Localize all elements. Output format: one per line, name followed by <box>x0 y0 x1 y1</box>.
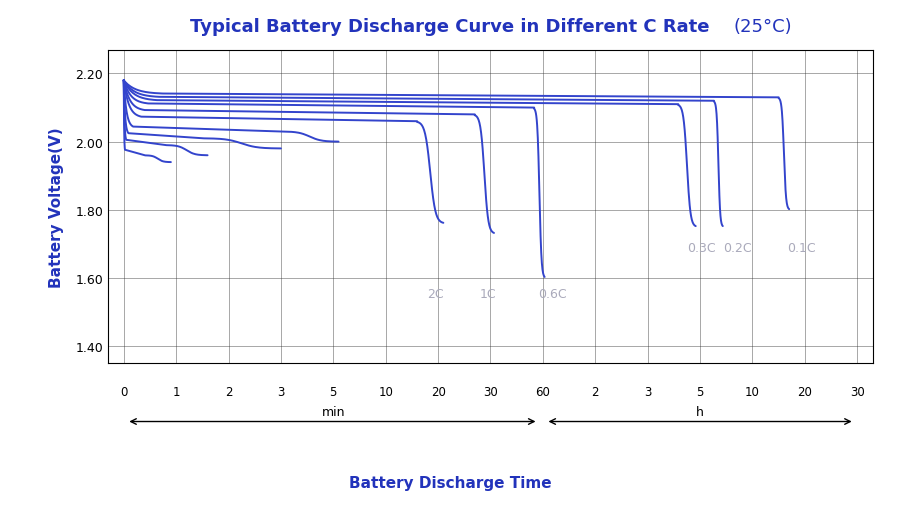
Text: 20: 20 <box>797 385 813 398</box>
Text: 2: 2 <box>591 385 599 398</box>
Text: Typical Battery Discharge Curve in Different C Rate: Typical Battery Discharge Curve in Diffe… <box>190 18 710 36</box>
Text: 30: 30 <box>850 385 865 398</box>
Text: 5: 5 <box>329 385 337 398</box>
Text: 0: 0 <box>120 385 128 398</box>
Text: 3: 3 <box>644 385 652 398</box>
Text: 2: 2 <box>225 385 232 398</box>
Text: 0.3C: 0.3C <box>687 241 716 255</box>
Text: h: h <box>697 405 704 418</box>
Text: 10: 10 <box>378 385 393 398</box>
Text: 0.6C: 0.6C <box>537 287 566 300</box>
Text: 10: 10 <box>745 385 760 398</box>
Text: 5: 5 <box>697 385 704 398</box>
Text: 0.1C: 0.1C <box>788 241 816 255</box>
Text: 60: 60 <box>536 385 550 398</box>
Text: 1: 1 <box>173 385 180 398</box>
Text: (25°C): (25°C) <box>734 18 792 36</box>
Text: Battery Discharge Time: Battery Discharge Time <box>348 475 552 490</box>
Text: 20: 20 <box>431 385 446 398</box>
Text: 1C: 1C <box>480 287 497 300</box>
Text: min: min <box>321 405 345 418</box>
Text: 2C: 2C <box>428 287 445 300</box>
Text: 3: 3 <box>277 385 284 398</box>
Y-axis label: Battery Voltage(V): Battery Voltage(V) <box>50 127 64 287</box>
Text: 0.2C: 0.2C <box>723 241 752 255</box>
Text: 30: 30 <box>483 385 498 398</box>
Title: Typical Battery Discharge Curve in Different C Rate(25°C): Typical Battery Discharge Curve in Diffe… <box>0 504 1 505</box>
